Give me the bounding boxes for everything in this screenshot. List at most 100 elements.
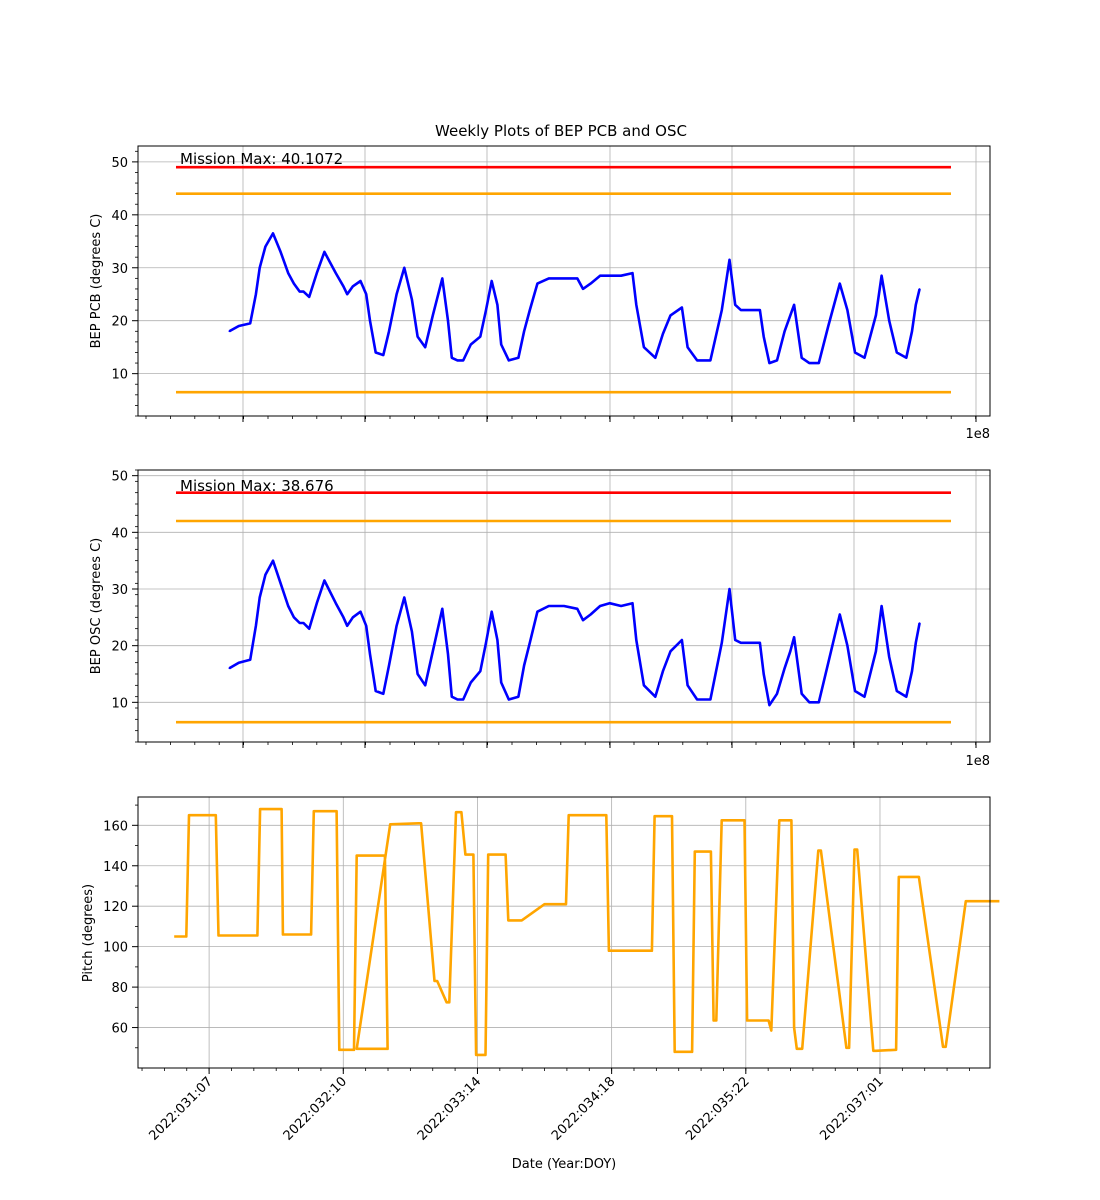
osc-data-point: [302, 622, 305, 624]
osc-data-point: [456, 698, 459, 701]
osc-data-point: [759, 642, 761, 644]
osc-y-tick-label: 40: [111, 526, 128, 541]
pcb-data-point: [631, 272, 634, 274]
pcb-data-point: [686, 346, 689, 349]
osc-data-point: [721, 642, 723, 644]
pitch-x-ticks: 2022:031:07 2022:032:10 2022:033:14 2022:03…: [141, 1068, 970, 1144]
osc-data-point: [451, 695, 453, 698]
pcb-data-point: [863, 357, 866, 359]
pcb-data-point: [721, 309, 723, 311]
pcb-data-point: [411, 298, 413, 301]
pcb-data-point: [258, 267, 261, 269]
pcb-data-point: [485, 309, 487, 311]
osc-data-point: [662, 670, 664, 672]
osc-data-point: [323, 579, 326, 582]
osc-data-point: [681, 639, 683, 641]
pcb-data-point: [789, 314, 792, 317]
pcb-data-point: [643, 346, 645, 349]
osc-data-point: [563, 605, 565, 607]
pcb-panel: 10 20 30 40 50 Mission Max: 40.1072 BEP PCB …: [89, 145, 991, 442]
osc-data-point: [762, 673, 765, 675]
osc-data-point: [608, 602, 611, 604]
osc-data-point: [485, 642, 487, 644]
pcb-data-point: [523, 330, 525, 333]
pcb-data-point: [359, 280, 362, 282]
osc-data-point: [888, 656, 890, 658]
osc-y-tick-label: 10: [111, 696, 128, 711]
pitch-x-tick-label: 2022:034:18: [549, 1074, 618, 1143]
osc-temperature-line: [228, 559, 921, 707]
osc-data-point: [238, 661, 240, 664]
pcb-data-point: [388, 330, 390, 333]
pitch-y-tick-label: 120: [103, 900, 128, 915]
pcb-data-point: [374, 351, 377, 354]
pcb-data-point: [298, 290, 301, 293]
pcb-data-point: [808, 362, 811, 364]
pcb-data-point: [272, 232, 274, 235]
pcb-axes-frame: [137, 145, 991, 417]
osc-data-point: [846, 644, 849, 647]
osc-series: [228, 559, 921, 707]
osc-data-point: [875, 650, 877, 653]
pcb-data-point: [740, 309, 742, 311]
pcb-data-point: [635, 304, 638, 306]
osc-data-point: [470, 681, 472, 684]
pcb-data-point: [479, 335, 482, 338]
pcb-data-point: [563, 277, 565, 280]
pcb-grid: [138, 146, 990, 416]
pitch-line: [174, 807, 1000, 1057]
pcb-y-tick-label: 40: [111, 209, 128, 224]
pcb-data-point: [911, 330, 913, 333]
osc-data-point: [523, 664, 525, 667]
pcb-data-point: [589, 282, 592, 285]
osc-data-point: [346, 625, 349, 627]
pcb-data-point: [576, 277, 579, 280]
pcb-y-tick-label: 20: [111, 315, 128, 330]
pcb-data-point: [395, 293, 398, 296]
pitch-grid: [138, 797, 990, 1068]
pcb-data-point: [382, 354, 385, 356]
pcb-data-point: [517, 357, 520, 359]
osc-data-point: [529, 642, 531, 644]
pitch-y-tick-label: 80: [111, 981, 128, 996]
osc-mission-max-label: Mission Max: 38.676: [180, 477, 334, 495]
pcb-data-point: [536, 282, 539, 285]
osc-offset-text: 1e8: [965, 754, 990, 769]
osc-data-point: [441, 608, 444, 610]
pcb-data-point: [548, 277, 550, 280]
pitch-y-axis-label: Pitch (degrees): [81, 884, 96, 982]
pcb-data-point: [249, 322, 251, 325]
osc-data-point: [696, 698, 698, 701]
pcb-data-point: [662, 333, 664, 335]
pcb-series: [228, 232, 921, 365]
pcb-data-point: [496, 304, 499, 306]
pcb-data-point: [905, 357, 908, 359]
osc-data-point: [839, 613, 841, 616]
figure-title: Weekly Plots of BEP PCB and OSC: [435, 122, 687, 140]
pcb-data-point: [846, 309, 849, 311]
pcb-data-point: [279, 251, 282, 253]
pcb-data-point: [470, 343, 472, 346]
osc-data-point: [249, 659, 251, 661]
osc-data-point: [359, 610, 362, 613]
osc-data-point: [776, 693, 778, 695]
pcb-data-point: [424, 346, 427, 349]
osc-data-point: [536, 610, 539, 613]
pcb-data-point: [793, 304, 795, 306]
osc-data-point: [432, 650, 434, 653]
pcb-data-point: [403, 267, 406, 269]
pcb-data-point: [915, 304, 917, 306]
pcb-data-point: [608, 274, 611, 277]
osc-data-point: [496, 639, 499, 641]
osc-data-point: [709, 698, 712, 701]
osc-data-point: [635, 639, 638, 641]
osc-data-point: [255, 625, 257, 627]
osc-data-point: [374, 690, 377, 692]
pcb-data-point: [800, 357, 803, 359]
osc-data-point: [654, 695, 657, 698]
osc-data-point: [734, 639, 736, 641]
pcb-mission-max-label: Mission Max: 40.1072: [180, 150, 343, 168]
osc-data-point: [352, 616, 354, 619]
pitch-y-tick-label: 160: [103, 819, 128, 834]
